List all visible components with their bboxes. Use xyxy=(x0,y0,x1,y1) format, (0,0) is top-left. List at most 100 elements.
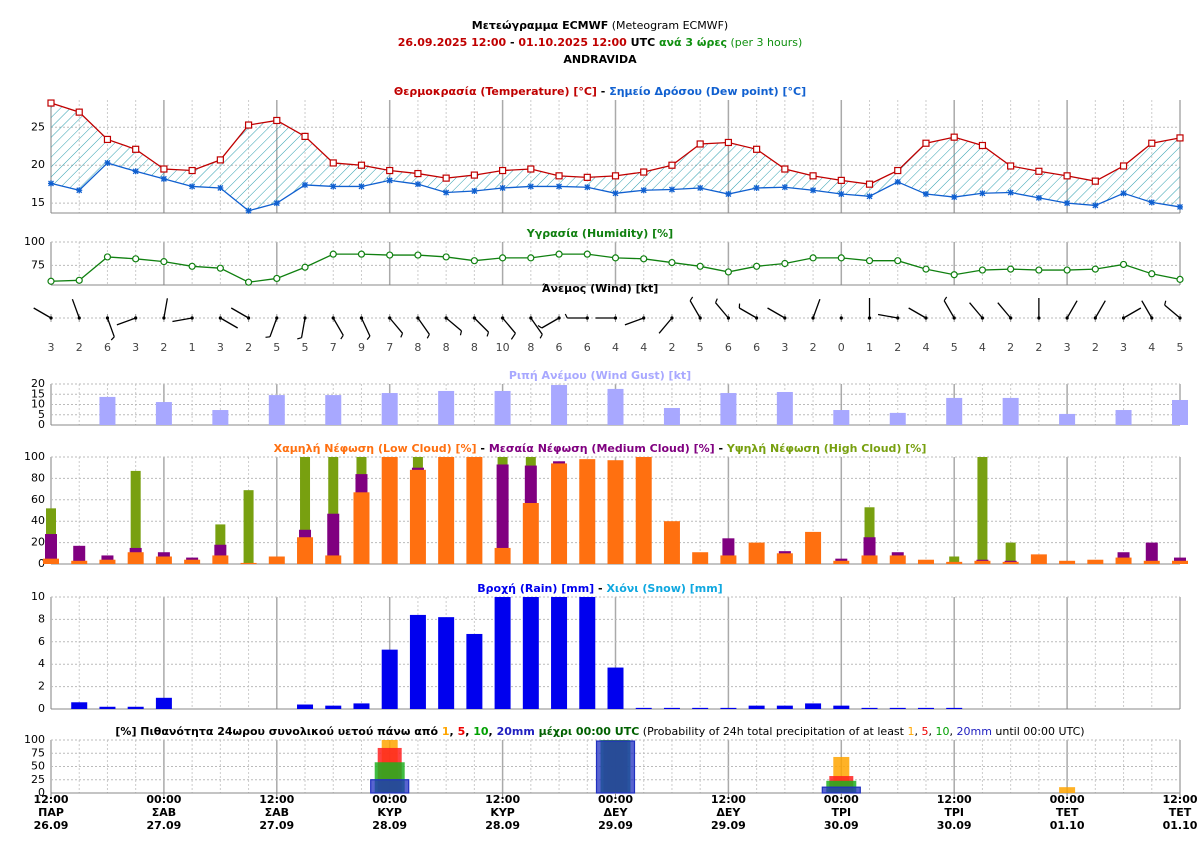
wind-speed-label: 4 xyxy=(922,341,929,354)
wind-speed-label: 5 xyxy=(302,341,309,354)
title-part: 10 xyxy=(473,725,489,738)
bar xyxy=(212,410,229,425)
wind-barb xyxy=(331,316,344,340)
marker xyxy=(951,194,958,201)
x-tick-day: ΠΑΡ xyxy=(38,806,64,819)
bar xyxy=(155,402,172,425)
bar xyxy=(776,705,793,709)
marker xyxy=(1035,266,1043,274)
marker xyxy=(1007,189,1014,196)
marker xyxy=(668,258,676,267)
marker xyxy=(132,145,140,153)
bar xyxy=(1143,560,1160,564)
marker xyxy=(329,159,337,167)
marker xyxy=(329,250,337,258)
wind-barb xyxy=(265,316,279,338)
wind-barb xyxy=(714,298,731,320)
bar xyxy=(130,470,141,564)
y-tick-label: 25 xyxy=(31,120,45,133)
marker xyxy=(556,183,563,190)
wind-staff xyxy=(1123,307,1142,319)
bar xyxy=(805,531,822,564)
legend-entry: Χιόνι (Snow) [mm] xyxy=(606,582,722,595)
y-tick-label: 15 xyxy=(31,387,45,400)
wind-staff xyxy=(106,317,115,338)
marker xyxy=(527,254,535,262)
bar xyxy=(1059,787,1076,793)
bar xyxy=(889,412,906,425)
bar xyxy=(99,559,116,564)
wind-barb xyxy=(71,298,81,320)
wind-staff xyxy=(220,317,238,329)
marker xyxy=(810,187,817,194)
bar xyxy=(127,706,144,709)
marker xyxy=(640,187,647,194)
marker xyxy=(357,161,366,169)
wind-staff xyxy=(812,298,821,319)
marker xyxy=(217,184,224,191)
marker xyxy=(1063,266,1071,274)
wind-staff xyxy=(715,302,729,319)
wind-staff xyxy=(908,307,927,319)
wind-speed-label: 5 xyxy=(1177,341,1184,354)
bar xyxy=(1115,557,1132,564)
wind-speed-label: 4 xyxy=(1148,341,1155,354)
marker xyxy=(245,207,252,214)
marker xyxy=(216,156,224,164)
x-tick-date: 27.09 xyxy=(147,819,182,832)
marker xyxy=(1120,190,1127,197)
wind-barb xyxy=(444,316,463,336)
bar xyxy=(496,464,509,564)
header-line: ANDRAVIDA xyxy=(563,53,637,66)
wind-barb xyxy=(105,316,115,341)
marker xyxy=(837,176,845,184)
bar xyxy=(381,393,398,425)
bar xyxy=(551,385,568,425)
bar xyxy=(889,707,906,709)
wind-staff xyxy=(969,302,983,319)
legend-entry: Σημείο Δρόσου (Dew point) [°C] xyxy=(609,85,806,98)
wind-speed-label: 2 xyxy=(1035,341,1042,354)
bar xyxy=(720,707,737,709)
marker xyxy=(75,108,83,116)
wind-speed-label: 8 xyxy=(443,341,450,354)
wind-feather xyxy=(426,334,430,339)
bar xyxy=(663,707,680,709)
y-tick-label: 20 xyxy=(31,377,45,390)
bar xyxy=(776,391,793,425)
wind-speed-label: 6 xyxy=(556,341,563,354)
marker xyxy=(470,257,478,265)
wind-feather xyxy=(486,331,490,337)
y-tick-label: 0 xyxy=(38,786,45,799)
y-tick-label: 15 xyxy=(31,196,45,209)
x-tick-day: ΤΡΙ xyxy=(831,806,851,819)
wind-feather xyxy=(537,325,543,329)
bar xyxy=(1115,410,1132,425)
x-tick-date: 30.09 xyxy=(937,819,972,832)
bar xyxy=(692,552,709,564)
bar xyxy=(409,469,426,564)
marker xyxy=(979,190,986,197)
title-part: 1 xyxy=(907,725,914,738)
wind-staff xyxy=(738,307,757,319)
wind-barb xyxy=(416,316,430,339)
wind-barb xyxy=(388,316,404,338)
bar xyxy=(466,457,483,564)
marker xyxy=(696,140,704,148)
marker xyxy=(499,254,507,262)
marker xyxy=(132,168,139,175)
bar xyxy=(268,395,285,425)
legend-entry: Υγρασία (Humidity) [%] xyxy=(526,227,673,240)
marker xyxy=(838,191,845,198)
legend-entry: Ριπή Ανέμου (Wind Gust) [kt] xyxy=(509,369,691,382)
x-tick-day: ΔΕΥ xyxy=(604,806,629,819)
wind-staff xyxy=(1066,300,1078,319)
wind-barb xyxy=(1164,300,1182,320)
marker xyxy=(583,250,591,258)
wind-staff xyxy=(163,298,169,319)
bar xyxy=(438,390,455,425)
title-part: 20mm xyxy=(956,725,991,738)
wind-staff xyxy=(1141,300,1153,319)
bar xyxy=(370,779,410,794)
wind-barb xyxy=(997,302,1013,320)
